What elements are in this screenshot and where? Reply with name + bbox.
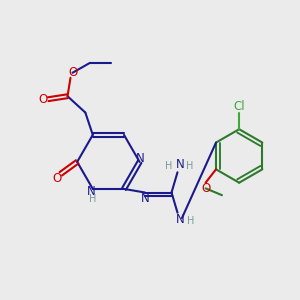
Text: H: H <box>89 194 97 204</box>
Text: N: N <box>176 213 184 226</box>
Text: Cl: Cl <box>233 100 245 113</box>
Text: O: O <box>68 66 77 79</box>
Text: O: O <box>201 182 210 195</box>
Text: H: H <box>186 161 194 171</box>
Text: H: H <box>187 216 194 226</box>
Text: N: N <box>176 158 184 171</box>
Text: O: O <box>39 93 48 106</box>
Text: O: O <box>52 172 62 185</box>
Text: H: H <box>166 161 173 171</box>
Text: N: N <box>140 192 149 205</box>
Text: N: N <box>87 185 96 198</box>
Text: N: N <box>136 152 145 165</box>
